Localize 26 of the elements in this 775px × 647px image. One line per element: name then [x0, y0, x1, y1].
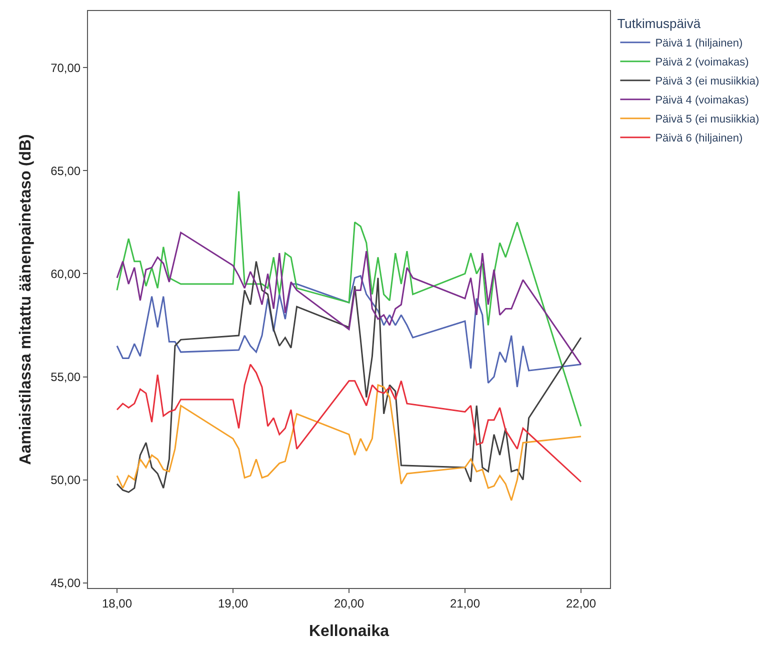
x-tick-label: 19,00 [218, 596, 248, 610]
x-tick-label: 21,00 [450, 596, 480, 610]
y-tick-label: 70,00 [50, 60, 81, 75]
line-series [116, 190, 582, 427]
legend-label: Päivä 5 (ei musiikkia) [655, 114, 760, 126]
line-series [116, 232, 582, 366]
legend-label: Päivä 4 (voimakas) [655, 94, 749, 107]
line-series [116, 275, 582, 388]
line-series [116, 260, 582, 493]
legend-label: Päivä 1 (hiljainen) [655, 38, 743, 50]
y-axis-title: Aamiaistilassa mitattu äänenpainetaso (dB) [17, 134, 34, 465]
y-tick-label: 50,00 [50, 473, 81, 488]
legend-label: Päivä 3 (ei musiikkia) [655, 76, 760, 88]
x-tick-label: 18,00 [102, 596, 132, 610]
legend-label: Päivä 6 (hiljainen) [655, 132, 743, 145]
y-tick-label: 65,00 [50, 164, 81, 178]
x-tick-label: 22,00 [566, 596, 596, 610]
line-series [116, 364, 582, 483]
x-tick-label: 20,00 [334, 596, 364, 610]
legend-title: Tutkimuspäivä [617, 16, 702, 31]
line-series [116, 384, 582, 502]
y-tick-label: 55,00 [50, 370, 81, 384]
legend-label: Päivä 2 (voimakas) [655, 56, 749, 69]
x-axis-title: Kellonaika [308, 623, 390, 640]
y-tick-label: 45,00 [50, 576, 81, 590]
y-tick-label: 60,00 [50, 266, 81, 281]
